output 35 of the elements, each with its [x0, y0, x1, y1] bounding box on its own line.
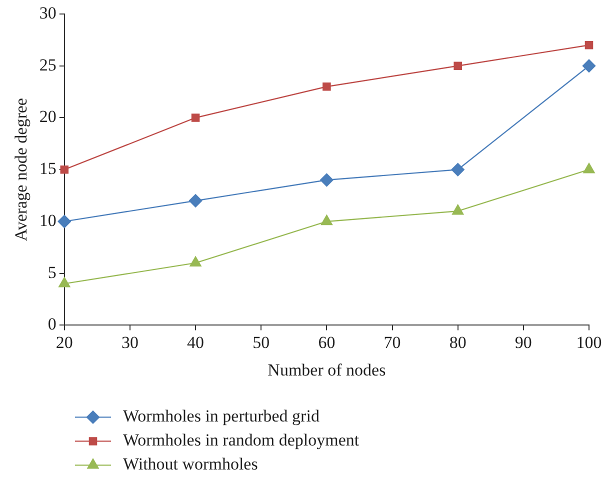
point [320, 173, 334, 187]
point [322, 82, 331, 91]
point [454, 62, 462, 70]
y-tick-label: 30 [39, 3, 56, 22]
point [583, 163, 595, 174]
x-tick-label: 80 [449, 332, 466, 352]
legend-label: Without wormholes [123, 454, 258, 474]
point [58, 214, 71, 228]
point [582, 59, 596, 72]
point [60, 165, 69, 174]
x-tick-label: 70 [384, 332, 401, 352]
x-tick-label: 60 [318, 332, 336, 352]
x-tick-label: 30 [121, 332, 138, 352]
y-tick-label: 20 [39, 107, 56, 126]
y-axis-title: Average node degree [12, 98, 31, 242]
x-tick-label: 50 [252, 332, 270, 352]
y-tick-label: 15 [39, 159, 56, 178]
legend-label: Wormholes in perturbed grid [123, 406, 320, 426]
legend-label: Wormholes in random deployment [123, 430, 360, 450]
y-tick-label: 25 [39, 55, 56, 74]
point [451, 163, 464, 176]
y-tick-label: 10 [39, 210, 56, 230]
point [58, 277, 70, 288]
point [452, 204, 464, 215]
point [320, 214, 332, 226]
x-axis-title: Number of nodes [268, 360, 386, 380]
point [188, 194, 202, 208]
point [584, 40, 594, 50]
y-tick-label: 5 [48, 262, 56, 282]
x-tick-label: 100 [576, 332, 602, 352]
point [191, 114, 200, 122]
x-tick-label: 90 [514, 332, 532, 352]
y-tick-label: 0 [48, 314, 56, 334]
point [190, 256, 202, 267]
x-tick-label: 40 [187, 332, 204, 352]
